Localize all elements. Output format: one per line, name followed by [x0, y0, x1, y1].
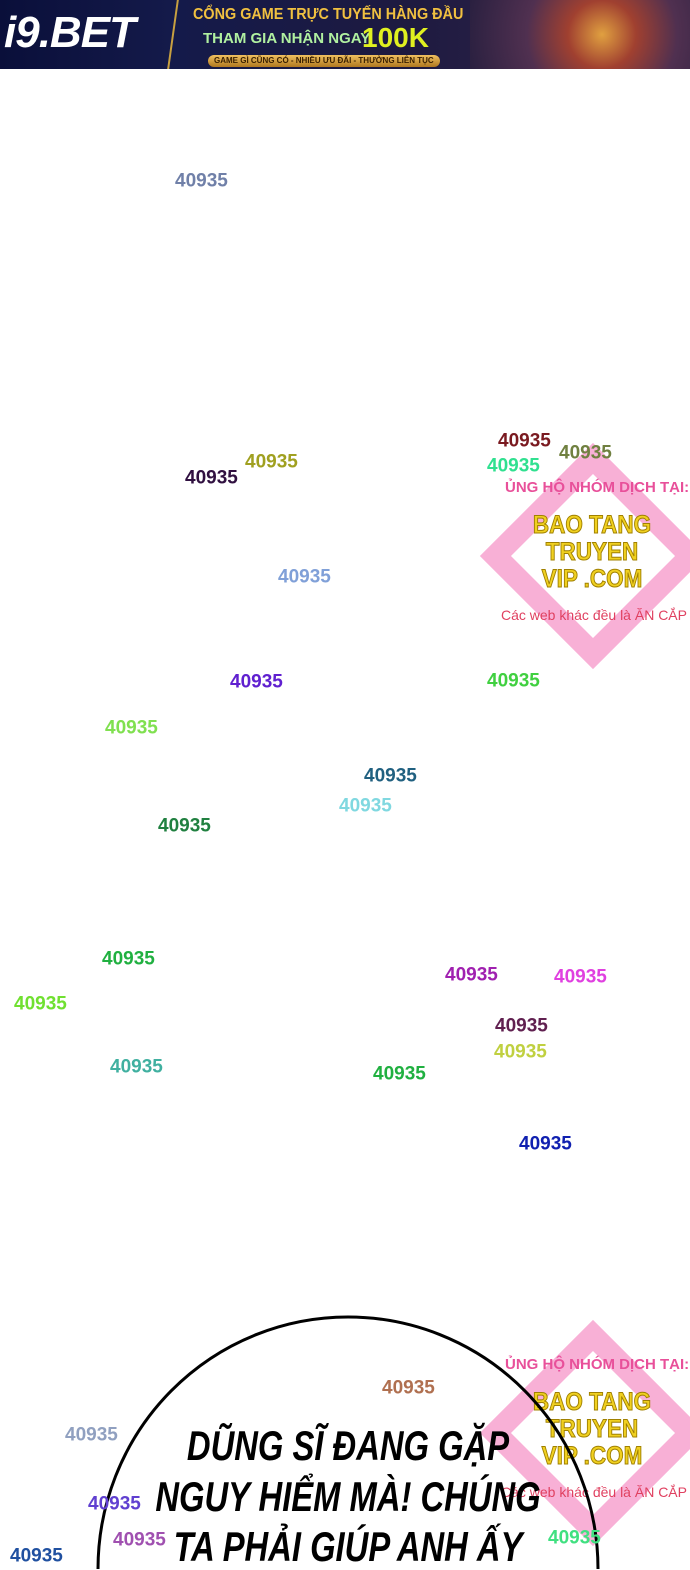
overlay-number: 40935	[487, 455, 540, 477]
overlay-number: 40935	[230, 671, 283, 693]
overlay-number: 40935	[373, 1063, 426, 1085]
overlay-number: 40935	[113, 1529, 166, 1551]
banner-tagline: GAME GÌ CŨNG CÓ - NHIỀU ƯU ĐÃI - THƯỞNG …	[208, 55, 440, 67]
watermark-site: BAO TANG TRUYEN VIP .COM	[532, 511, 652, 593]
watermark-line1: ỦNG HỘ NHÓM DỊCH TẠI:	[505, 1356, 690, 1373]
banner-amount: 100K	[362, 22, 429, 53]
overlay-number: 40935	[65, 1424, 118, 1446]
overlay-number: 40935	[185, 467, 238, 489]
watermark-top: ỦNG HỘ NHÓM DỊCH TẠI: BAO TANG TRUYEN VI…	[477, 438, 690, 678]
overlay-number: 40935	[110, 1056, 163, 1078]
watermark-bottom: ỦNG HỘ NHÓM DỊCH TẠI: BAO TANG TRUYEN VI…	[477, 1315, 690, 1555]
overlay-number: 40935	[495, 1015, 548, 1037]
watermark-site: BAO TANG TRUYEN VIP .COM	[532, 1388, 652, 1470]
overlay-number: 40935	[494, 1041, 547, 1063]
overlay-number: 40935	[102, 948, 155, 970]
overlay-number: 40935	[10, 1545, 63, 1567]
overlay-number: 40935	[88, 1493, 141, 1515]
overlay-number: 40935	[278, 566, 331, 588]
overlay-number: 40935	[364, 765, 417, 787]
banner-headline: CỔNG GAME TRỰC TUYẾN HÀNG ĐẦU	[193, 6, 464, 23]
overlay-number: 40935	[554, 966, 607, 988]
watermark-line1: ỦNG HỘ NHÓM DỊCH TẠI:	[505, 479, 690, 496]
overlay-number: 40935	[105, 717, 158, 739]
overlay-number: 40935	[559, 442, 612, 464]
overlay-number: 40935	[175, 170, 228, 192]
overlay-number: 40935	[382, 1377, 435, 1399]
watermark-line3: Các web khác đều là ĂN CẮP	[501, 607, 687, 623]
overlay-number: 40935	[487, 670, 540, 692]
banner-character-art	[470, 0, 690, 69]
overlay-number: 40935	[519, 1133, 572, 1155]
speech-line-3: TA PHẢI GIÚP ANH ẤY	[173, 1523, 523, 1570]
banner-offer: THAM GIA NHẬN NGAY	[203, 30, 371, 47]
overlay-number: 40935	[445, 964, 498, 986]
speech-line-2: NGUY HIỂM MÀ! CHÚNG	[155, 1473, 541, 1520]
overlay-number: 40935	[14, 993, 67, 1015]
speech-line-1: DŨNG SĨ ĐANG GẶP	[186, 1422, 510, 1469]
ad-banner[interactable]: i9.BET CỔNG GAME TRỰC TUYẾN HÀNG ĐẦU THA…	[0, 0, 690, 69]
overlay-number: 40935	[245, 451, 298, 473]
overlay-number: 40935	[339, 795, 392, 817]
overlay-number: 40935	[548, 1527, 601, 1549]
overlay-number: 40935	[498, 430, 551, 452]
i9bet-logo: i9.BET	[4, 8, 136, 57]
watermark-line3: Các web khác đều là ĂN CẮP	[501, 1484, 687, 1500]
overlay-number: 40935	[158, 815, 211, 837]
